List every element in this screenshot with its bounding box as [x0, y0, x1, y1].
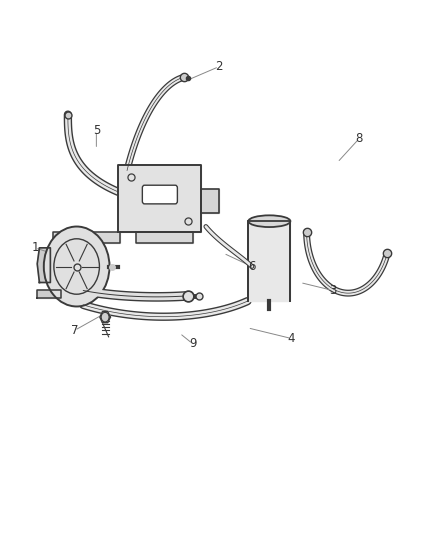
Text: 5: 5: [93, 124, 100, 137]
Polygon shape: [118, 165, 201, 232]
Polygon shape: [53, 232, 120, 243]
Polygon shape: [37, 248, 50, 282]
Text: 4: 4: [287, 332, 295, 345]
Text: 6: 6: [248, 260, 256, 273]
Text: 3: 3: [329, 284, 336, 297]
Polygon shape: [37, 290, 61, 298]
Polygon shape: [201, 189, 219, 213]
Text: 1: 1: [31, 241, 39, 254]
Ellipse shape: [248, 215, 290, 227]
Polygon shape: [248, 221, 290, 301]
Circle shape: [44, 227, 110, 306]
Text: 9: 9: [189, 337, 197, 350]
Polygon shape: [100, 312, 110, 322]
Polygon shape: [136, 232, 193, 243]
Text: 8: 8: [356, 132, 363, 145]
Text: 7: 7: [71, 324, 78, 337]
Text: 2: 2: [215, 60, 223, 73]
FancyBboxPatch shape: [142, 185, 177, 204]
